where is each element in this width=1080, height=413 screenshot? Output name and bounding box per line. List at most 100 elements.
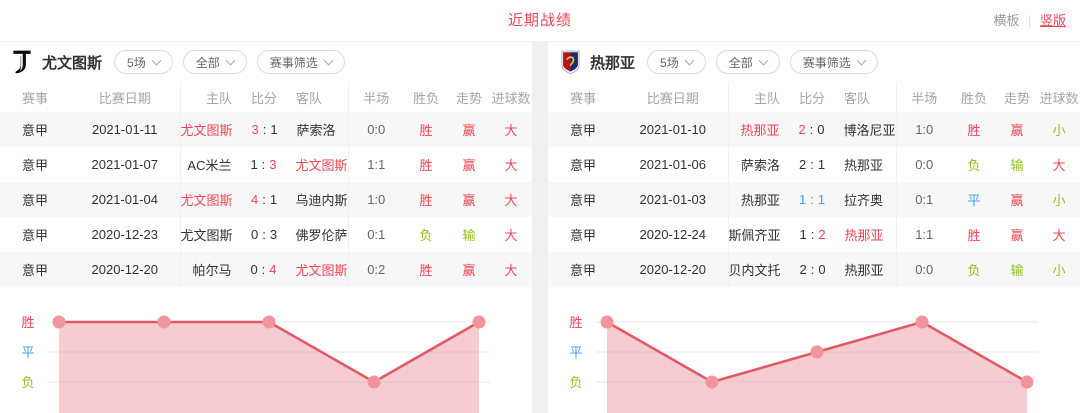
trend-cell: 输 (462, 228, 476, 243)
score: 0:3 (250, 227, 278, 242)
team-panel-genoa: 热那亚 5场 全部 赛事筛选 赛事 比赛日期 (548, 42, 1080, 413)
trend-chart-svg: 胜平负 (21, 315, 490, 413)
away-team: 尤文图斯 (295, 263, 348, 278)
trend-cell: 赢 (462, 158, 476, 173)
layout-switch: 横板 | 竖版 (993, 0, 1066, 41)
halftime-cell: 1:1 (915, 227, 934, 242)
halftime-cell: 1:1 (367, 157, 386, 172)
halftime-cell: 1:0 (915, 122, 934, 137)
date-cell: 2021-01-11 (70, 112, 181, 147)
away-team: 尤文图斯 (295, 158, 348, 173)
genoa-logo-icon (558, 49, 582, 75)
trend-cell: 赢 (1010, 193, 1024, 208)
trend-chart: 胜平负 (0, 287, 532, 413)
scope-label: 全部 (195, 55, 220, 70)
layout-horizontal-link[interactable]: 横板 (993, 13, 1020, 28)
home-team: 贝内文托 (728, 263, 781, 278)
trend-area (59, 322, 479, 413)
league-cell: 意甲 (569, 123, 596, 138)
chart-point (705, 375, 719, 389)
layout-switch-divider: | (1027, 13, 1032, 28)
match-row[interactable]: 意甲 2021-01-04 尤文图斯 4:1 乌迪内斯 1:0 胜 赢 大 (0, 182, 532, 217)
matchup-cell: 萨索洛 2:1 热那亚 (728, 147, 897, 182)
col-away: 客队 (296, 90, 323, 106)
result-cell: 负 (419, 228, 433, 243)
matchup-cell: 热那亚 2:0 博洛尼亚 (728, 112, 897, 147)
y-axis-label: 平 (569, 345, 582, 360)
goals-cell: 小 (1052, 123, 1066, 138)
league-filter-dropdown[interactable]: 赛事筛选 (256, 50, 345, 74)
halftime-cell: 0:1 (367, 227, 386, 242)
match-count-dropdown[interactable]: 5场 (114, 50, 173, 74)
col-away: 客队 (844, 90, 871, 106)
league-cell: 意甲 (569, 158, 596, 173)
chevron-down-icon (758, 55, 769, 65)
league-filter-label: 赛事筛选 (802, 55, 851, 70)
match-row[interactable]: 意甲 2020-12-23 尤文图斯 0:3 佛罗伦萨 0:1 负 输 大 (0, 217, 532, 252)
score: 1:2 (799, 227, 826, 242)
league-cell: 意甲 (21, 228, 48, 243)
league-cell: 意甲 (21, 158, 48, 173)
chevron-down-icon (225, 55, 236, 65)
match-row[interactable]: 意甲 2020-12-20 贝内文托 2:0 热那亚 0:0 负 输 小 (548, 252, 1080, 287)
matchup-cell: 帕尔马 0:4 尤文图斯 (180, 252, 349, 287)
results-table: 赛事 比赛日期 主队 比分 客队 半场 胜负 走势 进球数 意甲 2021-0 (0, 82, 532, 287)
chart-point (810, 345, 824, 359)
match-row[interactable]: 意甲 2020-12-24 斯佩齐亚 1:2 热那亚 1:1 胜 赢 大 (548, 217, 1080, 252)
league-cell: 意甲 (569, 263, 596, 278)
match-count-label: 5场 (127, 55, 146, 70)
chevron-down-icon (151, 55, 162, 65)
match-row[interactable]: 意甲 2021-01-03 热那亚 1:1 拉齐奥 0:1 平 赢 小 (548, 182, 1080, 217)
away-team: 热那亚 (844, 228, 884, 243)
result-cell: 胜 (967, 123, 981, 138)
score: 1:3 (250, 157, 277, 172)
chart-point (472, 315, 486, 329)
table-header-row: 赛事 比赛日期 主队 比分 客队 半场 胜负 走势 进球数 (0, 82, 532, 112)
date-cell: 2021-01-03 (618, 182, 729, 217)
team-header: 尤文图斯 5场 全部 赛事筛选 (0, 42, 532, 82)
date-cell: 2020-12-20 (618, 252, 729, 287)
y-axis-label: 负 (21, 375, 34, 390)
match-row[interactable]: 意甲 2021-01-07 AC米兰 1:3 尤文图斯 1:1 胜 赢 大 (0, 147, 532, 182)
league-cell: 意甲 (569, 228, 596, 243)
goals-cell: 大 (504, 228, 518, 243)
chevron-down-icon (323, 55, 334, 65)
halftime-cell: 0:2 (367, 262, 386, 277)
result-cell: 胜 (419, 263, 433, 278)
col-home: 主队 (753, 90, 780, 106)
league-filter-dropdown[interactable]: 赛事筛选 (789, 50, 878, 74)
juventus-logo-icon (10, 49, 34, 75)
match-count-dropdown[interactable]: 5场 (647, 50, 706, 74)
match-row[interactable]: 意甲 2021-01-06 萨索洛 2:1 热那亚 0:0 负 输 大 (548, 147, 1080, 182)
date-cell: 2020-12-23 (70, 217, 181, 252)
goals-cell: 大 (504, 263, 518, 278)
matchup-cell: 贝内文托 2:0 热那亚 (728, 252, 897, 287)
goals-cell: 大 (504, 158, 518, 173)
col-score: 比分 (250, 90, 277, 106)
col-trend: 走势 (455, 90, 482, 106)
col-trend: 走势 (1003, 90, 1030, 106)
top-bar: 近期战绩 横板 | 竖版 (0, 0, 1080, 42)
match-row[interactable]: 意甲 2021-01-10 热那亚 2:0 博洛尼亚 1:0 胜 赢 小 (548, 112, 1080, 147)
matchup-cell: 尤文图斯 4:1 乌迪内斯 (180, 182, 349, 217)
away-team: 乌迪内斯 (295, 193, 348, 208)
home-team: 萨索洛 (740, 158, 780, 173)
away-team: 博洛尼亚 (843, 123, 896, 138)
match-row[interactable]: 意甲 2021-01-11 尤文图斯 3:1 萨索洛 0:0 胜 赢 大 (0, 112, 532, 147)
halftime-cell: 0:0 (915, 157, 934, 172)
chart-point (52, 315, 66, 329)
y-axis-label: 胜 (21, 315, 34, 330)
team-header: 热那亚 5场 全部 赛事筛选 (548, 42, 1080, 82)
result-cell: 胜 (419, 158, 433, 173)
away-team: 佛罗伦萨 (295, 228, 348, 243)
trend-chart-svg: 胜平负 (569, 315, 1038, 413)
result-cell: 胜 (967, 228, 981, 243)
match-row[interactable]: 意甲 2020-12-20 帕尔马 0:4 尤文图斯 0:2 胜 赢 大 (0, 252, 532, 287)
score: 1:1 (798, 192, 826, 207)
scope-dropdown[interactable]: 全部 (715, 50, 780, 74)
layout-vertical-link[interactable]: 竖版 (1039, 13, 1066, 28)
col-score: 比分 (798, 90, 825, 106)
halftime-cell: 0:1 (915, 192, 934, 207)
trend-cell: 赢 (462, 123, 476, 138)
scope-dropdown[interactable]: 全部 (182, 50, 247, 74)
